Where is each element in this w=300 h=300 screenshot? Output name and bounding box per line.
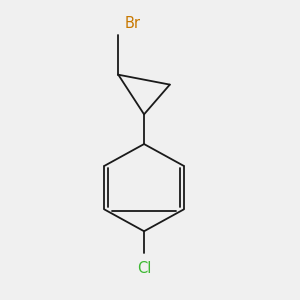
Text: Br: Br: [124, 16, 140, 31]
Text: Cl: Cl: [137, 261, 151, 276]
